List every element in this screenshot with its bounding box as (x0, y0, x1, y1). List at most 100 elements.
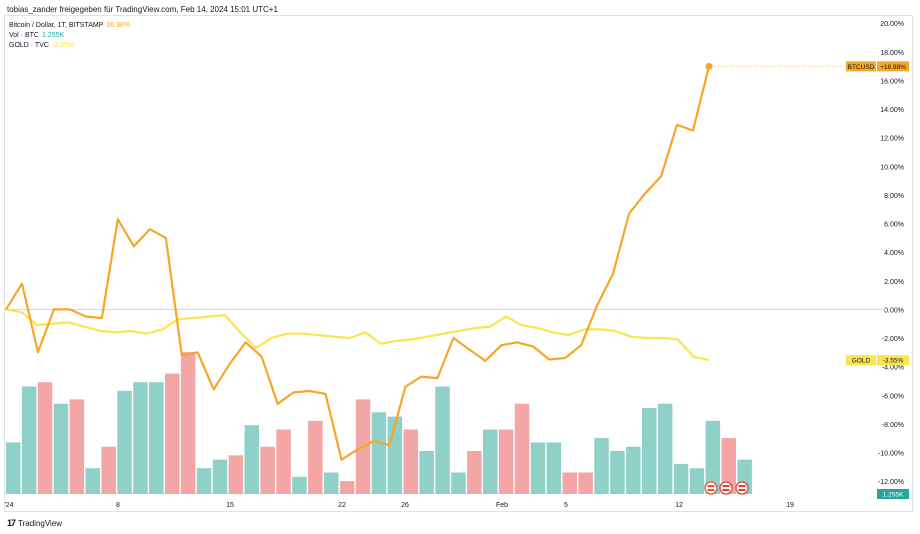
volume-bar (212, 459, 228, 494)
volume-bar (244, 425, 259, 494)
y-tick-label: 8.00% (884, 193, 904, 200)
brand-name: TradingView (18, 518, 63, 528)
gold-name-text: GOLD (852, 358, 871, 365)
attribution-text: tobias_zander freigegeben für TradingVie… (7, 5, 278, 14)
btc-last-point[interactable] (705, 62, 713, 70)
x-tick-label: 19 (786, 502, 794, 509)
volume-bar (101, 446, 116, 494)
legend-vol-label: Vol · BTC (9, 32, 39, 39)
event-icon-stripe (707, 485, 715, 487)
y-tick-label: 0.00% (884, 307, 904, 314)
volume-bar (546, 442, 562, 494)
volume-bar (339, 481, 355, 494)
event-icon-stripe (738, 485, 746, 487)
volume-bar (196, 468, 212, 494)
y-tick-label: 18.00% (880, 50, 904, 57)
y-tick-label: 4.00% (884, 250, 904, 257)
volume-bar (292, 476, 307, 494)
btc-value-badge (877, 61, 909, 72)
earnings-event-icon[interactable] (704, 481, 718, 495)
volume-bar (69, 399, 85, 494)
y-tick-label: 16.00% (880, 78, 904, 85)
x-tick-label: 15 (226, 502, 234, 509)
legend-gold-label: GOLD · TVC (9, 42, 49, 49)
event-icon-stripe (707, 489, 715, 491)
y-tick-label: -12.00% (878, 479, 904, 486)
y-tick-label: 14.00% (880, 107, 904, 114)
volume-bar (483, 429, 498, 494)
volume-bar (180, 352, 196, 494)
vol-value-badge (877, 489, 909, 499)
volume-bar (419, 451, 434, 494)
y-tick-label: 6.00% (884, 222, 904, 229)
volume-bar (133, 382, 148, 494)
legend-btc-label: Bitcoin / Dollar, 1T, BITSTAMP (9, 22, 104, 29)
volume-bar (578, 472, 593, 494)
us-flag-event-icon[interactable] (719, 481, 733, 495)
volume-bar (530, 442, 546, 494)
y-tick-label: -10.00% (878, 450, 904, 457)
volume-bar (117, 390, 132, 494)
volume-bar (324, 472, 339, 494)
gold-series-line[interactable] (5, 308, 710, 362)
volume-bar (308, 420, 323, 494)
x-tick-label: 12 (675, 502, 683, 509)
gold-name-badge (846, 355, 876, 366)
btc-series-line[interactable] (5, 66, 711, 461)
legend-vol[interactable]: Vol · BTC 1.255K (9, 31, 130, 41)
volume-bar (562, 472, 577, 494)
volume-bar (53, 403, 69, 494)
chart-frame (4, 15, 913, 512)
vol-value-text: 1.255K (883, 492, 904, 499)
volume-bar (260, 446, 275, 494)
volume-bar (276, 429, 291, 494)
x-tick-label: '24 (4, 502, 13, 509)
x-tick-label: 22 (338, 502, 346, 509)
volume-bar (673, 463, 689, 494)
volume-bar (403, 429, 418, 494)
volume-bar (85, 468, 100, 494)
volume-bar (165, 373, 180, 494)
legend-vol-value: 1.255K (41, 32, 65, 39)
event-icon-stripe (722, 485, 730, 487)
us-flag-event-icon[interactable] (735, 481, 749, 495)
legend: Bitcoin / Dollar, 1T, BITSTAMP 16.98% Vol… (9, 21, 130, 51)
btc-name-badge (846, 61, 876, 72)
volume-bar (705, 420, 721, 494)
gold-value-badge (877, 355, 909, 366)
y-tick-label: -4.00% (882, 365, 904, 372)
gold-value-text: -3.55% (883, 358, 904, 365)
y-tick-label: 10.00% (880, 164, 904, 171)
volume-bar (610, 451, 625, 494)
volume-bar (594, 438, 609, 494)
y-tick-label: 2.00% (884, 279, 904, 286)
volume-bar (689, 468, 705, 494)
y-tick-label: 20.00% (880, 21, 904, 28)
legend-gold-value: -3.55% (51, 42, 75, 49)
y-tick-label: -2.00% (882, 336, 904, 343)
volume-bar (451, 472, 466, 494)
x-tick-label: 26 (401, 502, 409, 509)
legend-gold[interactable]: GOLD · TVC -3.55% (9, 41, 130, 51)
volume-bar (467, 451, 482, 494)
volume-bar (626, 446, 641, 494)
volume-bar (149, 382, 164, 494)
legend-btc[interactable]: Bitcoin / Dollar, 1T, BITSTAMP 16.98% (9, 21, 130, 31)
volume-bar (642, 408, 657, 494)
volume-bar (721, 438, 736, 494)
btc-name-text: BTCUSD (848, 64, 875, 71)
event-icon-stripe (722, 489, 730, 491)
footer-brand[interactable]: 17 TradingView (7, 518, 62, 528)
btc-value-text: +16.98% (880, 64, 906, 71)
x-tick-label: 8 (116, 502, 120, 509)
volume-bar (498, 429, 514, 494)
x-tick-label: 5 (564, 502, 568, 509)
volume-bar (371, 412, 387, 494)
y-tick-label: -6.00% (882, 393, 904, 400)
volume-bar (657, 403, 673, 494)
volume-bar (6, 442, 21, 494)
tradingview-logo-icon: 17 (7, 518, 16, 528)
x-tick-label: Feb (496, 502, 508, 509)
volume-bar (435, 386, 450, 494)
